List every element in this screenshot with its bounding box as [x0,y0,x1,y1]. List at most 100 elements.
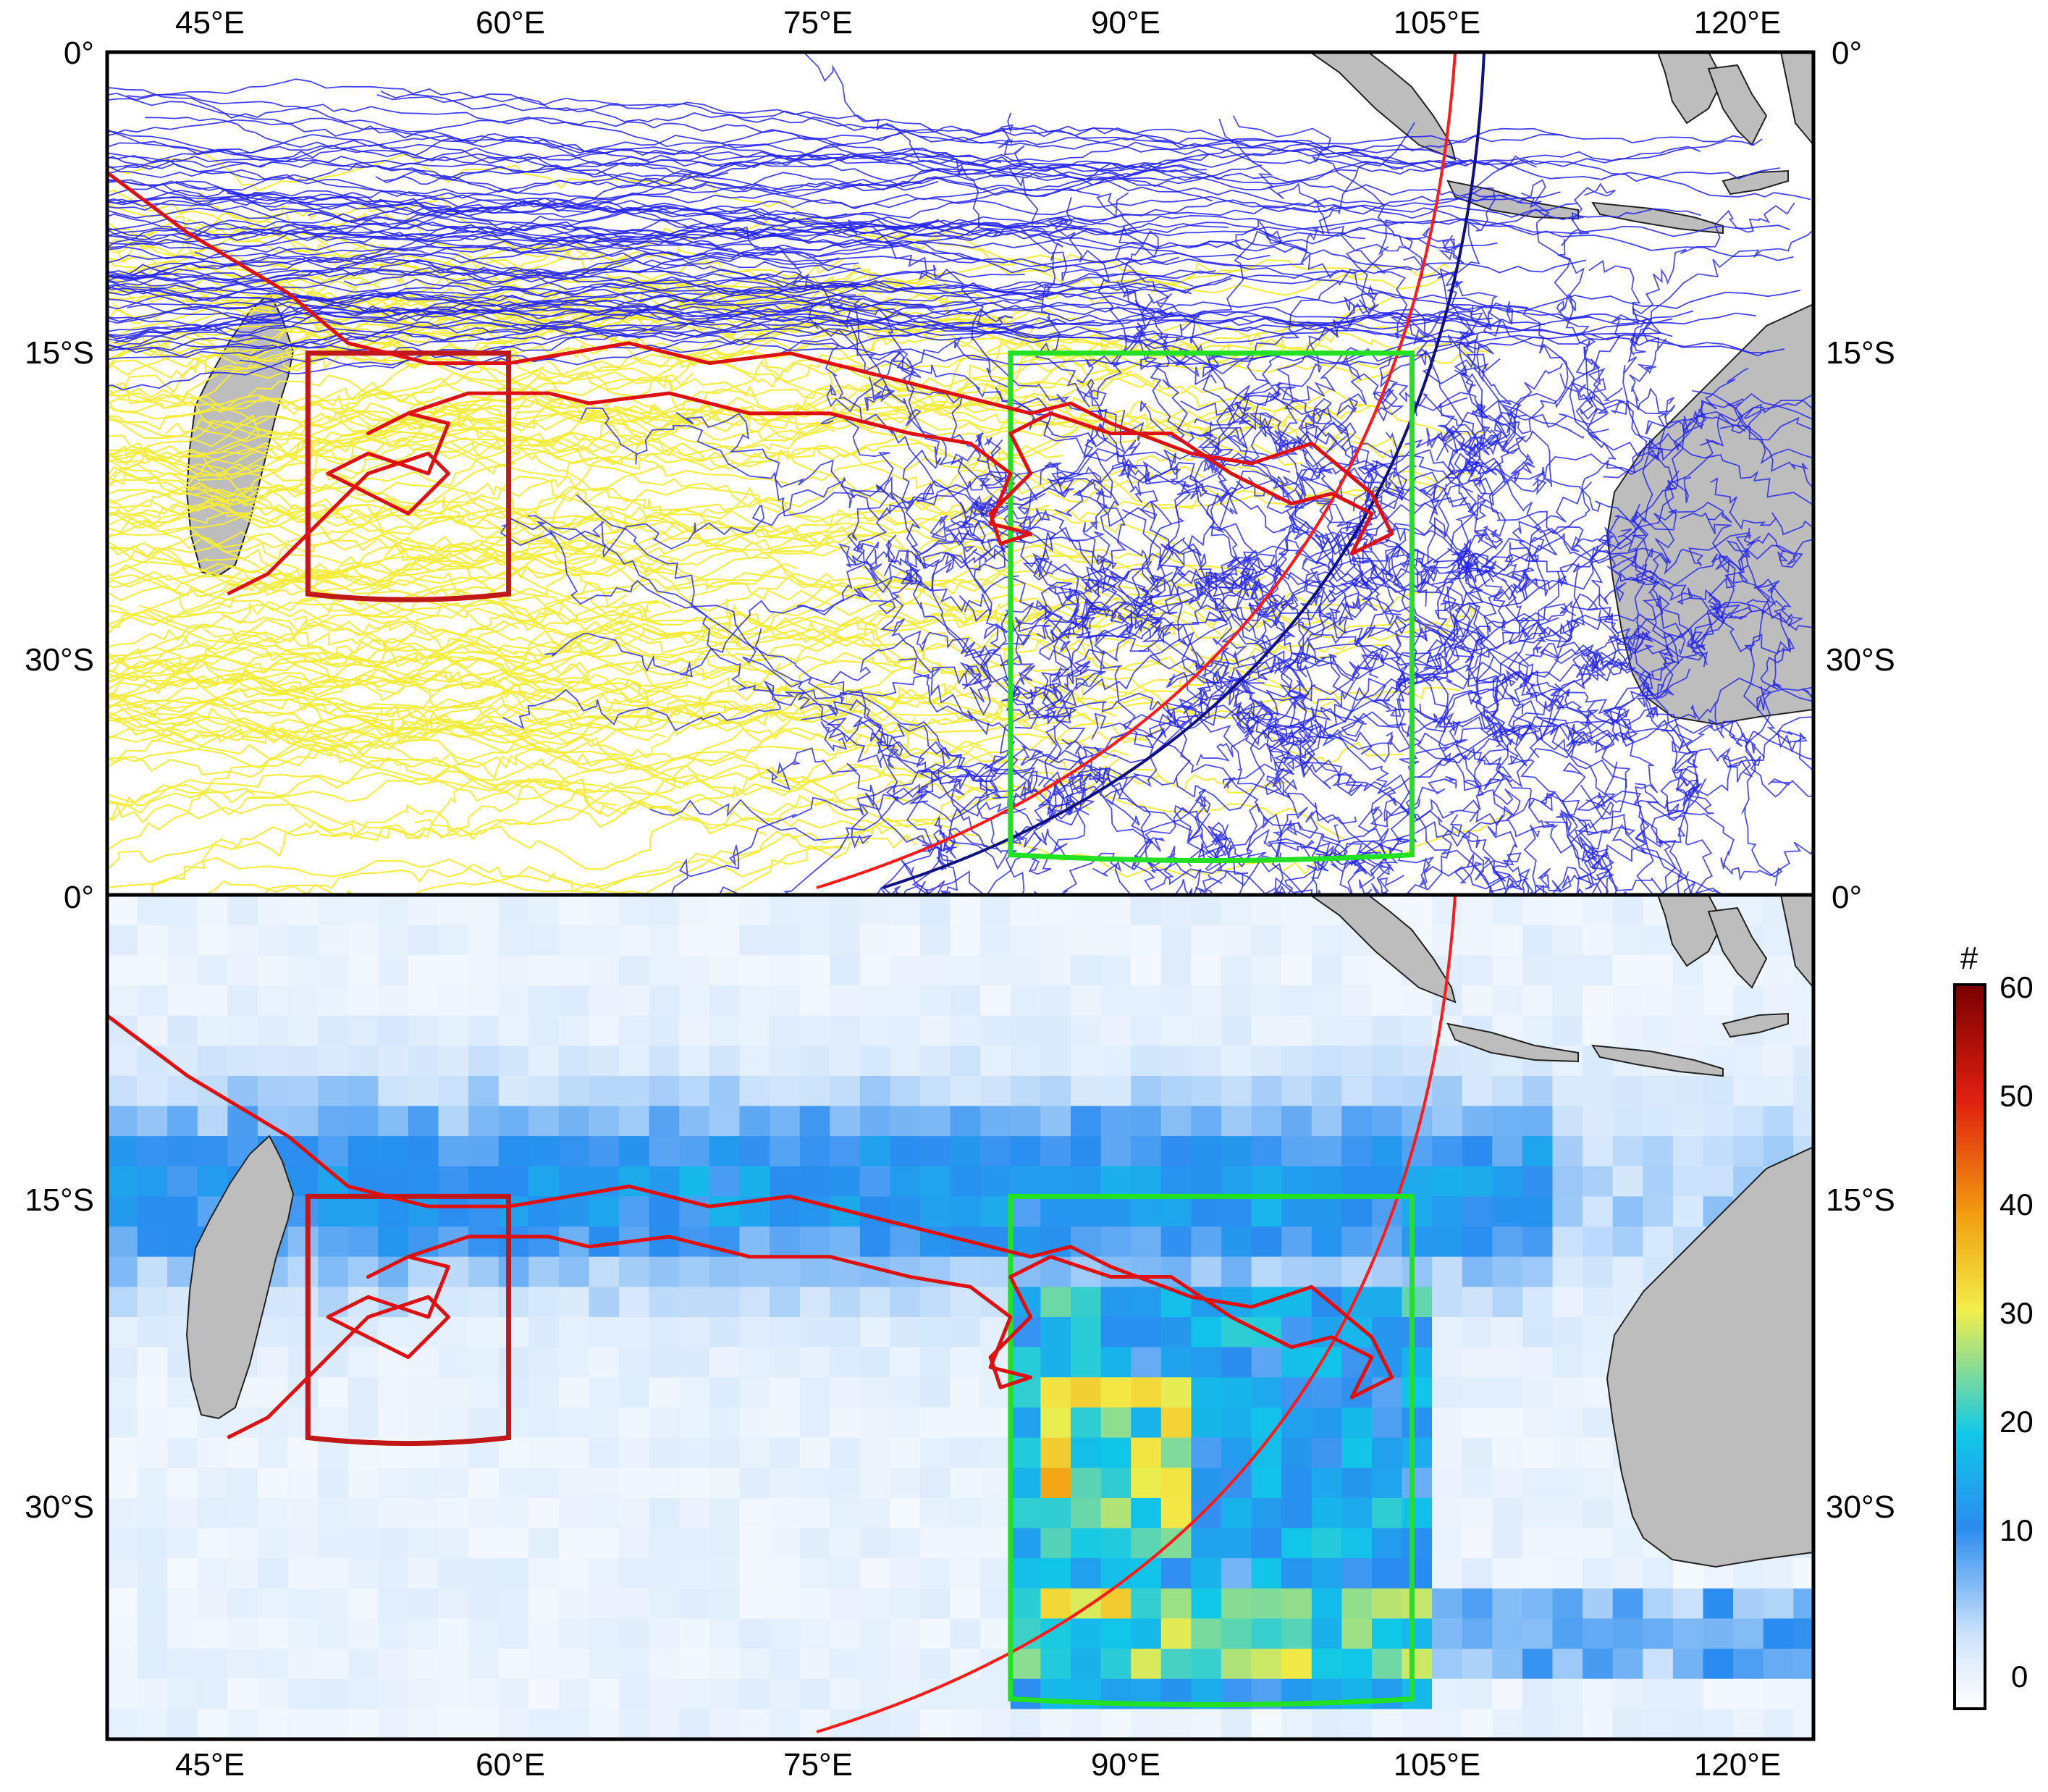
density-cell [1402,1136,1433,1167]
density-cell [1160,1196,1192,1227]
arcs-top [816,52,1486,889]
density-cell [1100,1015,1132,1046]
density-cell [920,1136,951,1167]
density-cell [197,925,228,956]
density-cell [227,1407,258,1439]
density-cell [1402,1649,1433,1680]
density-cell [1191,1377,1222,1408]
density-cell [1583,955,1614,986]
density-cell [1341,1407,1373,1439]
density-cell [1341,1678,1373,1709]
density-cell [859,895,891,926]
density-cell [799,1136,830,1167]
density-cell [258,1347,289,1378]
density-cell [498,895,529,926]
density-cell [1672,1618,1704,1649]
density-cell [1251,1497,1282,1529]
density-cell [1552,1618,1583,1649]
density-cell [167,1528,198,1559]
density-cell [1221,1317,1252,1348]
density-cell [739,1015,770,1046]
blue-trajectory [1034,815,1371,895]
density-cell [1612,925,1643,956]
density-cell [1612,1166,1643,1197]
density-cell [1643,1106,1674,1137]
density-cell [920,1075,951,1107]
blue-trajectory [1439,155,1537,448]
density-cell [1432,1678,1463,1709]
density-cell [619,1256,650,1287]
density-cell [1583,1075,1614,1107]
density-cell [468,1709,500,1739]
density-cell [619,1558,650,1589]
density-cell [799,1377,830,1408]
density-cell [137,1136,168,1167]
density-cell [950,1497,981,1529]
density-cell [1402,1046,1433,1077]
yellow-trajectory [292,615,1312,720]
density-cell [197,1678,228,1709]
density-cell [1462,1709,1493,1739]
density-cell [589,1497,620,1529]
density-cell [799,1558,830,1589]
density-cell [287,1196,319,1227]
density-cell [589,1528,620,1559]
blue-trajectory [1149,219,1404,597]
density-cell [649,1287,680,1318]
density-cell [107,1497,138,1529]
density-cell [830,1618,861,1649]
density-cell [1583,1649,1614,1680]
density-cell [1131,985,1162,1017]
density-cell [859,1407,891,1439]
density-cell [920,1287,951,1318]
density-cell [1763,1075,1794,1107]
density-cell [1372,1468,1403,1499]
blue-trajectory [1431,305,1499,586]
blue-trajectory [107,87,846,146]
density-cell [528,1497,560,1529]
density-cell [1251,1106,1282,1137]
density-cell [1100,1136,1132,1167]
density-cell [1221,1618,1252,1649]
region-boxes-bottom [305,1193,1415,1707]
density-cell [859,1347,891,1378]
density-cell [1010,1015,1041,1046]
density-cell [679,1468,710,1499]
density-cell [1160,1497,1192,1529]
density-cell [287,925,319,956]
blue-trajectory [780,337,1161,662]
density-cell [619,1468,650,1499]
density-cell [980,985,1011,1017]
blue-trajectory [820,717,1000,791]
density-cell [438,1347,469,1378]
density-cell [1251,1618,1282,1649]
blue-trajectory [675,411,1162,605]
yellow-trajectory [107,320,700,363]
density-cell [770,955,801,986]
density-cell [920,1196,951,1227]
density-cell [498,1075,529,1107]
density-cell [1191,1407,1222,1439]
density-cell [1432,1558,1463,1589]
density-cell [1071,1287,1102,1318]
density-cell [197,1106,228,1137]
density-cell [1131,1046,1162,1077]
density-cell [197,1166,228,1197]
density-cell [1281,1468,1312,1499]
density-cell [890,1106,921,1137]
density-cell [1462,1347,1493,1378]
blue-trajectory [1486,470,1680,748]
density-cell [1071,1166,1102,1197]
density-cell [679,1649,710,1680]
density-cell [107,1347,138,1378]
density-cell [558,1287,590,1318]
yellow-trajectory [107,696,654,735]
density-cell [197,1046,228,1077]
density-cell [408,1407,439,1439]
density-cell [1703,985,1734,1017]
density-cell [679,1166,710,1197]
density-cell [589,955,620,986]
density-cell [709,1678,741,1709]
density-cell [438,1166,469,1197]
density-cell [197,1528,228,1559]
